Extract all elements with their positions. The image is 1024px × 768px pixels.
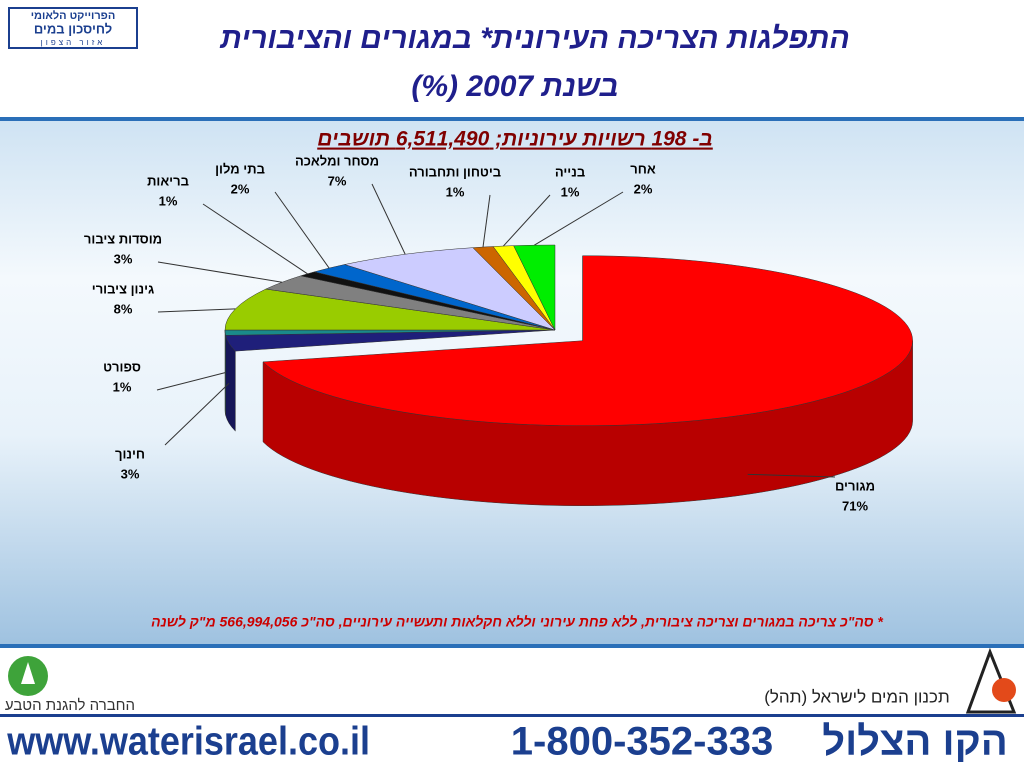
tahal-icon-ball (992, 678, 1016, 702)
data-label-name: אחר (630, 161, 656, 176)
leader-line (156, 372, 226, 391)
data-label: 8% (114, 301, 133, 316)
data-label-name: חינוך (115, 446, 145, 461)
leader-line (157, 308, 236, 313)
data-label: 1% (113, 379, 132, 394)
data-label-name: בנייה (555, 164, 585, 179)
leader-line (157, 261, 283, 283)
leader-line (747, 473, 836, 478)
data-label-name: גינון ציבורי (92, 281, 154, 296)
logo-text: הפרוייקט הלאומי (31, 9, 116, 22)
leader-line (482, 194, 491, 248)
spni-icon-tree (21, 662, 35, 684)
chart-title: בשנת 2007 (%) (411, 70, 618, 103)
slice (262, 255, 913, 426)
data-label: 71% (842, 498, 868, 513)
tahal-text: תכנון המים לישראל (תהל) (764, 687, 949, 706)
data-label: 3% (121, 466, 140, 481)
header-rule (0, 117, 1024, 121)
slice (224, 288, 556, 331)
data-label-name: בריאות (147, 173, 189, 188)
hotline: הקו הצלול (822, 720, 1008, 764)
leader-line (202, 203, 308, 275)
chart-subtitle: ב- 198 רשויות עירוניות; 6,511,490 תושבים (317, 128, 713, 151)
spni-text: החברה להגנת הטבע (5, 697, 135, 714)
phone: 1-800-352-333 (511, 720, 773, 764)
logo-text: לחיסכון במים (34, 21, 112, 36)
pie: מגורים 71% חינוך 3% ספורט 1% גינון ציבורי 8% מוס… (84, 153, 913, 513)
data-label: 2% (634, 181, 653, 196)
data-label: 7% (328, 173, 347, 188)
leader-line (274, 191, 330, 269)
data-label: 3% (114, 251, 133, 266)
footer-rule (0, 644, 1024, 648)
data-label: 1% (159, 193, 178, 208)
leader-line (503, 194, 551, 247)
footnote: * סה"כ צריכה במגורים וצריכה ציבורית, ללא… (151, 614, 883, 630)
logo-text: אזור הצפון (41, 38, 106, 47)
data-label-name: ביטחון ותחבורה (409, 164, 501, 179)
tahal-logo: תכנון המים לישראל (תהל) (764, 647, 1017, 714)
footer-rule-2 (0, 714, 1024, 717)
logo-frame (8, 7, 138, 49)
chart-title: התפלגות הצריכה העירונית* במגורים והציבור… (219, 22, 850, 55)
data-label-name: מגורים (835, 478, 875, 493)
leader-line (371, 183, 406, 255)
data-label-name: ספורט (103, 359, 141, 374)
leader-line (534, 191, 624, 246)
spni-logo: החברה להגנת הטבע (5, 656, 135, 714)
data-label: 2% (231, 181, 250, 196)
data-label-name: מוסדות ציבור (84, 231, 162, 246)
leader-line (164, 382, 230, 446)
data-label: 1% (446, 184, 465, 199)
url: www.waterisrael.co.il (6, 720, 370, 764)
data-label-name: מסחר ומלאכה (295, 153, 379, 168)
data-label: 1% (561, 184, 580, 199)
project-logo: הפרוייקט הלאומי לחיסכון במים אזור הצפון (8, 7, 138, 49)
data-label-name: בתי מלון (215, 161, 265, 176)
